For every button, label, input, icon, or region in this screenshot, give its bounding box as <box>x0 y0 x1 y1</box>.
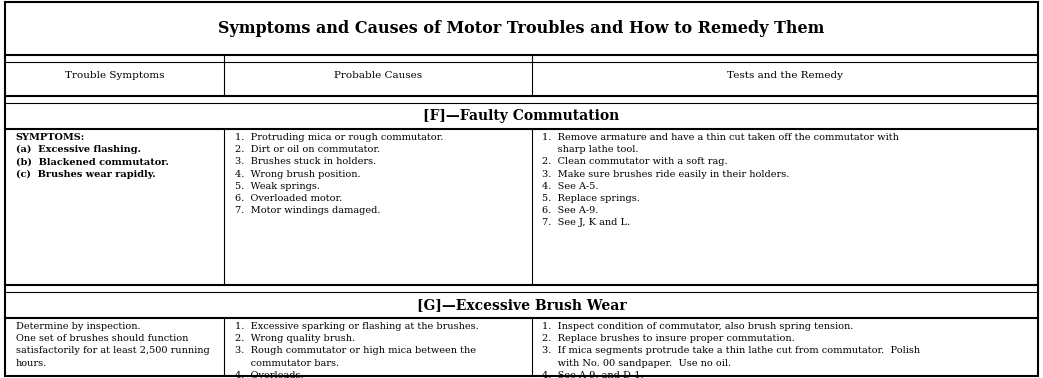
Text: 1.  Protruding mica or rough commutator.
2.  Dirt or oil on commutator.
3.  Brus: 1. Protruding mica or rough commutator. … <box>235 133 443 215</box>
Text: [G]—Excessive Brush Wear: [G]—Excessive Brush Wear <box>417 298 626 312</box>
Text: 1.  Inspect condition of commutator, also brush spring tension.
2.  Replace brus: 1. Inspect condition of commutator, also… <box>542 322 921 378</box>
Text: 1.  Excessive sparking or flashing at the brushes.
2.  Wrong quality brush.
3.  : 1. Excessive sparking or flashing at the… <box>235 322 479 378</box>
Text: Determine by inspection.
One set of brushes should function
satisfactorily for a: Determine by inspection. One set of brus… <box>16 322 210 367</box>
Text: 1.  Remove armature and have a thin cut taken off the commutator with
     sharp: 1. Remove armature and have a thin cut t… <box>542 133 899 227</box>
Text: [F]—Faulty Commutation: [F]—Faulty Commutation <box>423 109 620 123</box>
Text: Probable Causes: Probable Causes <box>334 71 422 80</box>
Text: SYMPTOMS:
(a)  Excessive flashing.
(b)  Blackened commutator.
(c)  Brushes wear : SYMPTOMS: (a) Excessive flashing. (b) Bl… <box>16 133 169 179</box>
Text: Symptoms and Causes of Motor Troubles and How to Remedy Them: Symptoms and Causes of Motor Troubles an… <box>218 20 825 37</box>
Text: Trouble Symptoms: Trouble Symptoms <box>65 71 165 80</box>
Text: Tests and the Remedy: Tests and the Remedy <box>727 71 843 80</box>
